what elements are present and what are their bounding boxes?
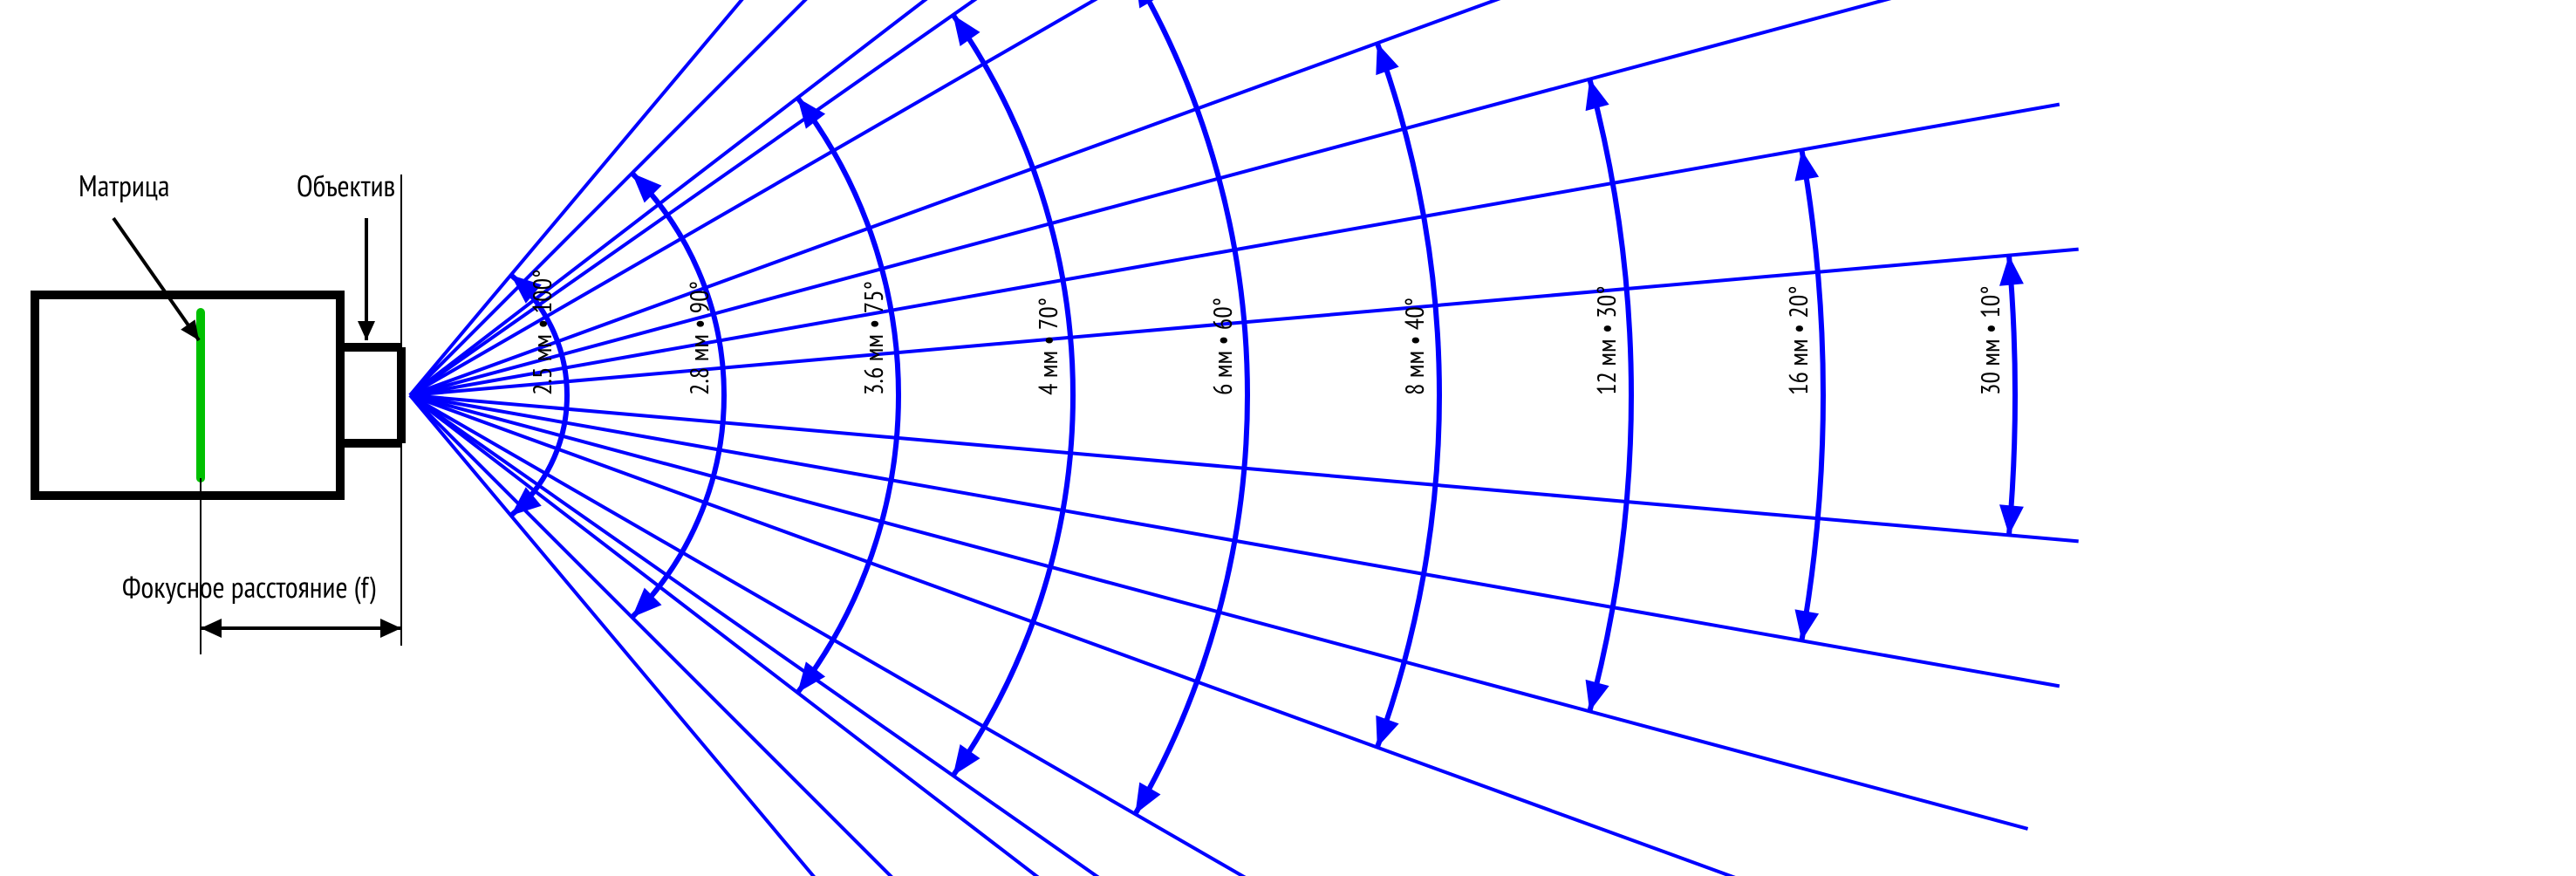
fov-arc-label: 8 мм • 40° — [1397, 298, 1431, 395]
fov-arc-label: 4 мм • 70° — [1031, 298, 1065, 395]
fov-arc-label: 16 мм • 20° — [1781, 285, 1815, 395]
fov-arc-label: 2.5 мм • 100° — [525, 270, 559, 395]
fov-arc-label: 12 мм • 30° — [1589, 285, 1623, 395]
fov-arc-label: 2.8 мм • 90° — [682, 281, 716, 395]
sensor-label: Матрица — [79, 167, 169, 205]
lens-label: Объектив — [297, 167, 395, 205]
fov-arc-label: 3.6 мм • 75° — [857, 281, 891, 395]
focal-length-label: Фокусное расстояние (f) — [122, 568, 375, 606]
fov-arc-label: 6 мм • 60° — [1206, 298, 1240, 395]
background — [0, 0, 2576, 876]
diagram-root: Матрица Объектив Фокусное расстояние (f) 2.… — [0, 0, 2576, 876]
fov-arc-label: 30 мм • 10° — [1973, 285, 2007, 395]
